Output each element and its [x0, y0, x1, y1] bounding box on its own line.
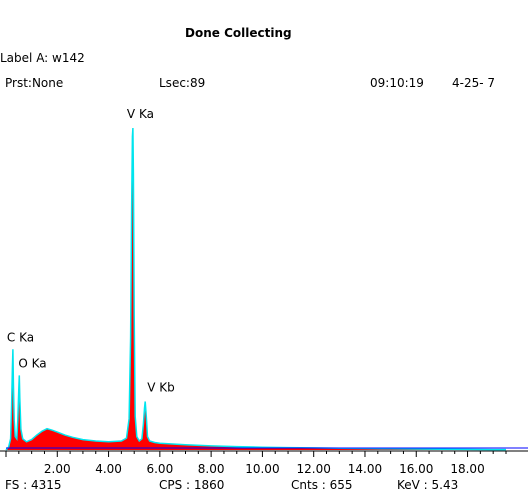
preset-text: Prst:None	[5, 76, 64, 90]
x-tick-label: 16.00	[399, 462, 433, 476]
peak-labels: C Ka O Ka V Ka V Kb	[7, 107, 175, 394]
status-text: Done Collecting	[185, 26, 292, 40]
spectrum-label: Label A: w142	[0, 51, 85, 65]
full-scale-readout: FS : 4315	[5, 478, 62, 492]
spectrum-fill	[6, 128, 506, 450]
peak-label: V Ka	[127, 107, 154, 121]
peak-label: O Ka	[18, 356, 46, 370]
x-tick-label: 12.00	[297, 462, 331, 476]
x-tick-label: 10.00	[245, 462, 279, 476]
date-text: 4-25- 7	[452, 76, 496, 90]
peak-label: V Kb	[147, 380, 175, 394]
spectrum-outline	[5, 127, 506, 451]
cps-readout: CPS : 1860	[159, 478, 225, 492]
x-axis: 2.00 4.00 6.00 8.00 10.00 12.00 14.00 16.00 18.0…	[0, 450, 528, 476]
kev-readout: KeV : 5.43	[397, 478, 459, 492]
x-tick-label: 14.00	[348, 462, 382, 476]
live-seconds-text: Lsec:89	[159, 76, 206, 90]
x-tick-label: 2.00	[44, 462, 71, 476]
peak-label: C Ka	[7, 330, 34, 344]
x-tick-label: 4.00	[95, 462, 122, 476]
x-tick-label: 8.00	[198, 462, 225, 476]
x-tick-label: 6.00	[146, 462, 173, 476]
counts-readout: Cnts : 655	[291, 478, 353, 492]
x-tick-label: 18.00	[450, 462, 484, 476]
plot-area	[5, 127, 528, 451]
time-text: 09:10:19	[370, 76, 424, 90]
